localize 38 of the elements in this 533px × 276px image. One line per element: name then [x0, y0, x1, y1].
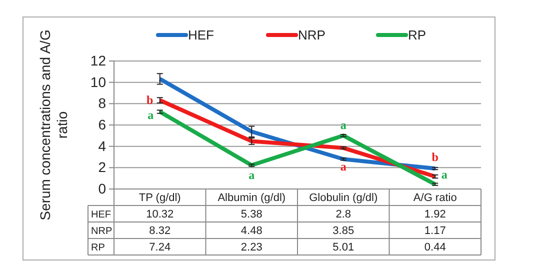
- text: HEF: [91, 209, 111, 220]
- legend-label: HEF: [188, 28, 214, 43]
- text: NRP: [91, 226, 112, 237]
- y-tick-label: 12: [90, 52, 106, 68]
- data-label: 1.17: [424, 225, 446, 238]
- data-label: 2.8: [336, 208, 352, 221]
- data-label: 0.44: [424, 242, 446, 254]
- x-tick-label: Albumin (g/dl): [218, 192, 286, 204]
- y-tick-label: 6: [98, 116, 106, 132]
- data-label: 5.01: [332, 242, 354, 254]
- y-tick-label: 4: [98, 138, 106, 154]
- legend-label: RP: [408, 28, 426, 43]
- y-tick-label: 10: [90, 74, 106, 90]
- annotation: b: [432, 150, 439, 164]
- line-series: [158, 110, 438, 186]
- y-tick-label: 0: [98, 180, 106, 196]
- data-label: 7.24: [149, 242, 171, 254]
- annotation: a: [340, 118, 346, 132]
- x-tick-label: TP (g/dl): [138, 192, 181, 204]
- data-label: 10.32: [146, 208, 174, 221]
- annotation: b: [146, 92, 154, 107]
- annotation: a: [148, 108, 154, 122]
- y-axis-title: Serum concentrations and A/G ratio: [37, 30, 70, 220]
- y-tick-label: 8: [98, 95, 106, 112]
- x-tick-label: Globulin (g/dl): [309, 192, 378, 204]
- text: RP: [91, 242, 105, 254]
- data-label: 3.85: [332, 225, 354, 238]
- annotation: a: [340, 160, 346, 174]
- data-label: 4.48: [240, 225, 262, 238]
- annotation: a: [248, 168, 255, 182]
- x-tick-label: A/G ratio: [413, 192, 457, 204]
- data-label: 2.23: [240, 242, 262, 254]
- data-label: 1.92: [424, 208, 446, 221]
- data-label: 8.32: [149, 225, 171, 238]
- legend-label: NRP: [298, 28, 326, 43]
- annotation: a: [441, 168, 448, 182]
- data-label: 5.38: [240, 208, 262, 221]
- y-tick-label: 2: [98, 159, 106, 176]
